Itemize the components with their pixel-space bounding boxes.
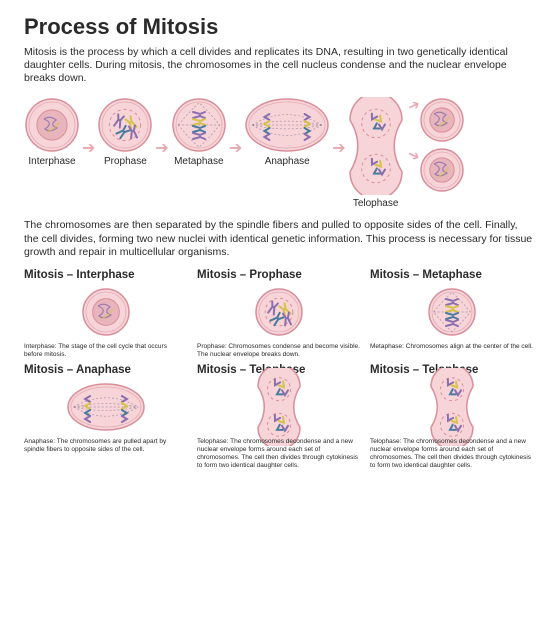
card-title: Mitosis – Metaphase	[370, 269, 533, 281]
arrow-icon: ➔	[155, 138, 168, 158]
phase-label: Prophase	[104, 156, 147, 167]
phase-card: Mitosis – Prophase Prophase: Chromosomes…	[197, 269, 360, 359]
mitosis-flow-row: Interphase ➔ Prophase ➔ Metaphase ➔	[24, 97, 533, 209]
phase-label: Metaphase	[174, 156, 223, 167]
card-illustration	[370, 285, 533, 339]
second-paragraph: The chromosomes are then separated by th…	[24, 219, 533, 258]
phase-card-grid: Mitosis – Interphase Interphase: The sta…	[24, 269, 533, 470]
phase-label: Anaphase	[265, 156, 310, 167]
arrow-icon: ➔	[82, 138, 95, 158]
card-caption: Telophase: The chromosomes decondense an…	[370, 438, 533, 469]
card-caption: Prophase: Chromosomes condense and becom…	[197, 343, 360, 359]
phase-anaphase: Anaphase	[244, 97, 330, 167]
phase-card: Mitosis – Metaphase Metaphase: Chromosom…	[370, 269, 533, 359]
phase-card: Mitosis – Telophase Telophase: The chrom…	[370, 364, 533, 469]
arrow-icon: ➔	[229, 138, 242, 158]
phase-label: Interphase	[28, 156, 75, 167]
card-title: Mitosis – Interphase	[24, 269, 187, 281]
card-title: Mitosis – Prophase	[197, 269, 360, 281]
phase-metaphase: Metaphase	[171, 97, 227, 167]
phase-telophase: Telophase	[348, 97, 404, 209]
card-title: Mitosis – Anaphase	[24, 364, 187, 376]
card-caption: Anaphase: The chromosomes are pulled apa…	[24, 438, 187, 454]
card-illustration	[197, 285, 360, 339]
card-illustration	[370, 380, 533, 434]
arrow-icon: ➔	[332, 138, 345, 158]
card-caption: Metaphase: Chromosomes align at the cent…	[370, 343, 533, 351]
phase-card: Mitosis – Anaphase Anaphase: The chromos…	[24, 364, 187, 469]
phase-label: Telophase	[353, 198, 399, 209]
daughter-cells: ➔ ➔	[408, 97, 466, 193]
page-title: Process of Mitosis	[24, 14, 533, 40]
phase-prophase: Prophase	[97, 97, 153, 167]
card-illustration	[24, 285, 187, 339]
card-illustration	[24, 380, 187, 434]
phase-card: Mitosis – Interphase Interphase: The sta…	[24, 269, 187, 359]
phase-card: Mitosis – Telophase Telophase: The chrom…	[197, 364, 360, 469]
card-caption: Telophase: The chromosomes decondense an…	[197, 438, 360, 469]
card-illustration	[197, 380, 360, 434]
intro-paragraph: Mitosis is the process by which a cell d…	[24, 46, 533, 85]
phase-interphase: Interphase	[24, 97, 80, 167]
card-caption: Interphase: The stage of the cell cycle …	[24, 343, 187, 359]
